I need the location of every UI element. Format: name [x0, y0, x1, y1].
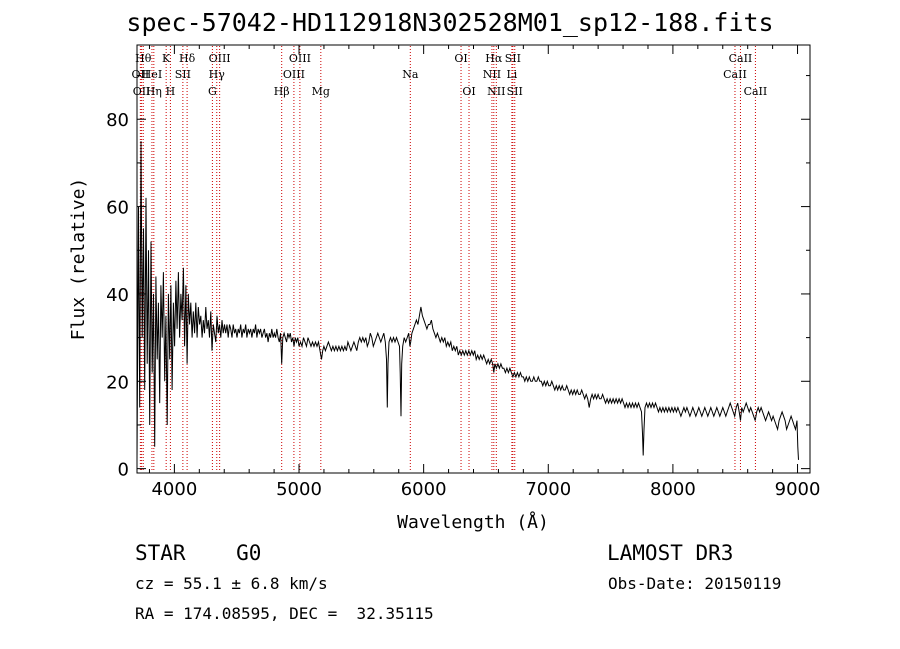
- x-axis-ticks: 4000 5000 6000 7000 8000 9000: [148, 45, 821, 500]
- y-tick-label-2: 40: [106, 285, 129, 306]
- line-label-13: OIII: [283, 68, 305, 81]
- line-label-24: SII: [507, 85, 523, 98]
- line-label-6: SII: [175, 68, 191, 81]
- star-classification: STAR G0: [135, 541, 262, 565]
- x-axis-label: Wavelength (Å): [397, 511, 549, 533]
- survey-name: LAMOST DR3: [607, 541, 734, 565]
- y-tick-label-0: 0: [118, 460, 129, 481]
- redshift-readout: cz = 55.1 ± 6.8 km/s: [135, 574, 328, 593]
- line-label-27: CaII: [744, 85, 768, 98]
- x-tick-label-4: 8000: [650, 479, 696, 500]
- flux-series-line: [136, 141, 799, 460]
- x-tick-label-0: 4000: [151, 479, 197, 500]
- line-label-26: CaII: [723, 68, 747, 81]
- coordinates: RA = 174.08595, DEC = 32.35115: [135, 604, 434, 623]
- x-tick-label-1: 5000: [276, 479, 322, 500]
- line-label-22: SII: [505, 52, 521, 65]
- y-tick-label-1: 20: [106, 372, 129, 393]
- line-label-7: H: [166, 85, 176, 98]
- line-label-3: HeI: [142, 68, 162, 81]
- line-label-18: OI: [462, 85, 475, 98]
- line-label-1: Hθ: [135, 52, 152, 65]
- x-tick-label-3: 7000: [525, 479, 571, 500]
- line-label-15: Mg: [312, 85, 330, 98]
- chart-title: spec-57042-HD112918N302528M01_sp12-188.f…: [126, 8, 774, 37]
- x-tick-label-2: 6000: [401, 479, 447, 500]
- y-tick-label-4: 80: [106, 110, 129, 131]
- line-label-12: OIII: [289, 52, 311, 65]
- line-label-0: OII: [132, 68, 150, 81]
- line-label-5: K: [162, 52, 171, 65]
- line-label-20: NII: [483, 68, 501, 81]
- line-label-16: Na: [402, 68, 419, 81]
- y-axis-label: Flux (relative): [68, 178, 89, 341]
- y-axis-ticks: 0 20 40 60 80: [106, 75, 810, 481]
- line-label-9: OIII: [209, 52, 231, 65]
- line-label-8: Hδ: [179, 52, 196, 65]
- line-label-17: OI: [454, 52, 467, 65]
- line-label-14: Hβ: [274, 85, 290, 98]
- y-tick-label-3: 60: [106, 198, 129, 219]
- spectral-line-markers: [139, 46, 756, 472]
- line-label-21: NII: [487, 85, 505, 98]
- line-label-4: Hη: [146, 85, 162, 98]
- line-label-23: Li: [506, 68, 517, 81]
- line-label-25: CaII: [729, 52, 753, 65]
- x-tick-label-5: 9000: [775, 479, 821, 500]
- obs-date: Obs-Date: 20150119: [608, 574, 782, 593]
- line-label-11: G: [208, 85, 217, 98]
- line-label-10: Hγ: [209, 68, 226, 81]
- line-label-19: Hα: [485, 52, 503, 65]
- plot-frame: [136, 44, 811, 474]
